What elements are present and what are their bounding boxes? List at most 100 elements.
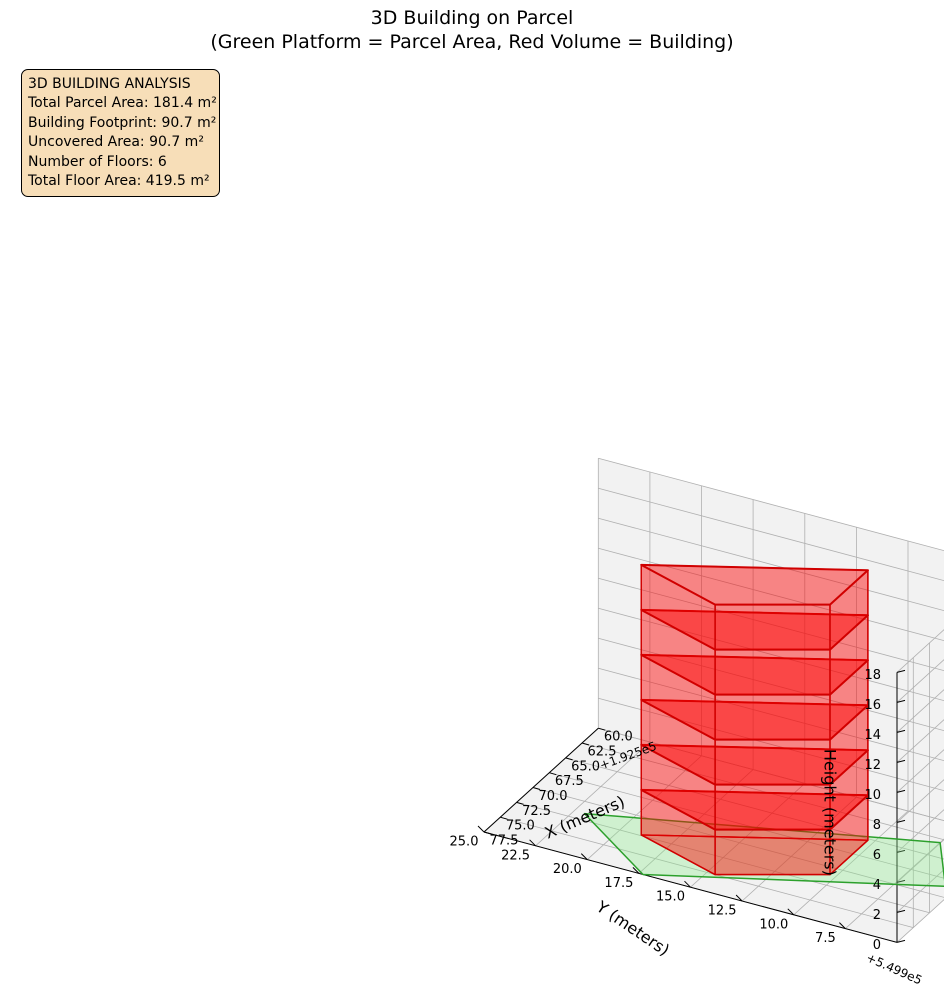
y-tick-label: 25.0 (450, 835, 479, 850)
y-tick (580, 853, 588, 860)
z-tick-label: 16 (864, 698, 881, 713)
grid-line-z (896, 629, 944, 673)
right-wall-pane (598, 458, 944, 821)
grid-line-z (598, 517, 944, 612)
z-tick-label: 4 (873, 878, 881, 893)
x-tick (565, 757, 573, 761)
x-tick-label: 70.0 (539, 789, 568, 804)
axes (477, 669, 906, 943)
x-tick-label: 72.5 (522, 804, 551, 819)
grid-line-z (896, 899, 944, 943)
grid-line-z (896, 779, 944, 823)
grid-line-z (896, 809, 944, 853)
grid-line-z (896, 869, 944, 913)
z-tick-label: 0 (873, 938, 881, 953)
analysis-info-box: 3D BUILDING ANALYSIS Total Parcel Area: … (21, 69, 220, 198)
grid-line-y (638, 769, 754, 874)
info-line-building-footprint: Building Footprint: 90.7 m² (28, 114, 217, 131)
grid-line-z (598, 667, 944, 762)
floor-side-face (714, 648, 831, 696)
grid-line-z (896, 689, 944, 733)
z-tick (896, 909, 906, 913)
grid-line-z (896, 839, 944, 883)
z-tick (896, 759, 906, 763)
z-axis-title: Height (meters) (821, 749, 840, 876)
floor-side-face (714, 603, 831, 651)
grid-line-z (598, 577, 944, 672)
info-line-uncovered-area: Uncovered Area: 90.7 m² (28, 134, 204, 151)
grid-line-z (598, 727, 944, 822)
grid-line-y (587, 755, 702, 860)
z-tick (896, 849, 906, 853)
floor-side-face (714, 828, 831, 876)
y-tick-label: 10.0 (759, 917, 788, 932)
z-tick-label: 14 (864, 728, 881, 743)
grid-line-z (896, 749, 944, 793)
z-tick-label: 2 (873, 908, 881, 923)
x-tick-label: 60.0 (604, 730, 633, 745)
floor-side-face (714, 693, 831, 741)
grid-line-z (598, 487, 944, 582)
grid-line-y (793, 810, 909, 916)
x-tick (532, 787, 541, 790)
building-floor-1 (640, 788, 869, 876)
y-tick-label: 12.5 (708, 904, 737, 919)
y-tick (477, 825, 485, 833)
floor-top-face (640, 563, 869, 606)
z-tick-label: 8 (873, 818, 881, 833)
grid-line-y (535, 741, 651, 847)
y-tick-label: 22.5 (501, 848, 530, 863)
grid-line-z (598, 457, 944, 552)
building-floor-6 (640, 563, 869, 651)
x-tick (598, 727, 606, 731)
left-wall-pane (897, 629, 944, 943)
x-tick (549, 772, 557, 776)
x-tick-label: 75.0 (506, 819, 535, 834)
y-tick (735, 894, 743, 902)
z-tick-label: 10 (864, 788, 881, 803)
floor-side-face (714, 738, 831, 786)
z-tick-label: 12 (864, 758, 881, 773)
x-tick (516, 801, 524, 805)
z-tick (896, 879, 906, 883)
z-tick (896, 819, 906, 823)
y-tick-label: 20.0 (553, 862, 582, 877)
y-tick-label: 15.0 (656, 890, 685, 905)
z-tick (896, 729, 906, 733)
chart-title-line-1: 3D Building on Parcel (370, 7, 574, 29)
building-floor-4 (640, 653, 869, 741)
y-tick (787, 908, 795, 916)
y-tick-label: 7.5 (815, 931, 836, 946)
grid-line-z (598, 697, 944, 792)
x-tick (483, 831, 492, 835)
x-tick-label: 65.0 (571, 759, 600, 774)
z-tick (896, 669, 906, 673)
grid-line-z (598, 547, 944, 642)
chart-title: 3D Building on Parcel (Green Platform = … (0, 6, 944, 54)
y-tick (632, 867, 640, 874)
info-line-heading: 3D BUILDING ANALYSIS (28, 76, 191, 92)
x-tick-label: 62.5 (588, 745, 617, 760)
info-line-number-of-floors: Number of Floors: 6 (28, 153, 167, 170)
x-tick (581, 742, 590, 746)
y-tick-label: 17.5 (604, 876, 633, 891)
floor-side-face (714, 783, 831, 831)
x-tick-label: 77.5 (490, 834, 519, 849)
floor-pane (484, 728, 944, 943)
info-line-parcel-area: Total Parcel Area: 181.4 m² (28, 95, 217, 112)
z-tick-label: 6 (873, 848, 881, 863)
info-line-total-floor-area: Total Floor Area: 419.5 m² (28, 173, 210, 190)
z-tick (896, 789, 906, 793)
y-tick (839, 922, 846, 929)
axis-panes (484, 458, 944, 943)
grid-line-y (741, 796, 857, 902)
z-tick-label: 18 (864, 668, 881, 683)
x-axis-line (483, 727, 599, 833)
y-axis-title: Y (meters) (592, 897, 673, 960)
y-offset-label: +5.499e5 (864, 950, 924, 987)
y-tick (684, 880, 691, 888)
data-scene (583, 563, 944, 887)
z-tick (896, 939, 906, 943)
chart-title-line-2: (Green Platform = Parcel Area, Red Volum… (210, 31, 734, 53)
